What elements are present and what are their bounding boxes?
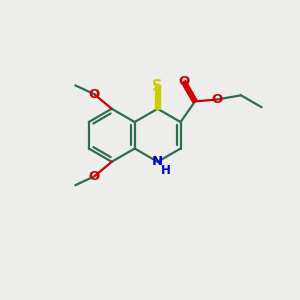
Text: O: O [178,75,189,88]
Text: O: O [89,170,100,183]
Text: H: H [161,164,171,176]
Text: O: O [212,93,223,106]
Text: S: S [152,79,163,94]
Text: N: N [152,155,163,168]
Text: O: O [89,88,100,101]
